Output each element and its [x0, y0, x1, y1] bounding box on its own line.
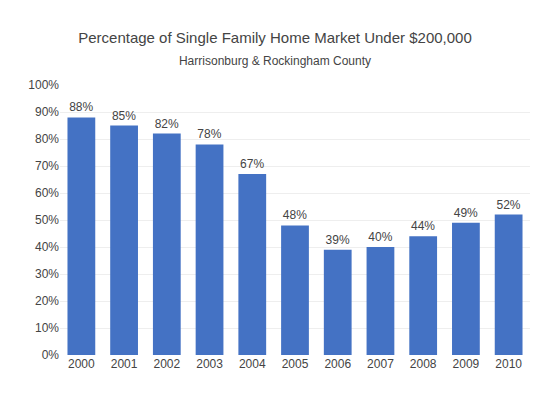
svg-text:2000: 2000 — [68, 357, 95, 371]
svg-text:39%: 39% — [326, 233, 350, 247]
svg-text:2005: 2005 — [282, 357, 309, 371]
svg-text:2001: 2001 — [111, 357, 138, 371]
svg-text:2008: 2008 — [410, 357, 437, 371]
svg-text:40%: 40% — [368, 230, 392, 244]
svg-text:90%: 90% — [35, 105, 59, 119]
svg-text:30%: 30% — [35, 267, 59, 281]
svg-text:85%: 85% — [112, 109, 136, 123]
svg-text:60%: 60% — [35, 186, 59, 200]
svg-text:40%: 40% — [35, 240, 59, 254]
svg-text:2009: 2009 — [453, 357, 480, 371]
svg-text:44%: 44% — [411, 219, 435, 233]
svg-text:67%: 67% — [240, 157, 264, 171]
svg-text:82%: 82% — [155, 117, 179, 131]
svg-text:2006: 2006 — [324, 357, 351, 371]
svg-text:2003: 2003 — [196, 357, 223, 371]
svg-text:50%: 50% — [35, 213, 59, 227]
svg-text:20%: 20% — [35, 294, 59, 308]
svg-text:70%: 70% — [35, 159, 59, 173]
svg-text:2010: 2010 — [495, 357, 522, 371]
svg-text:49%: 49% — [454, 206, 478, 220]
svg-text:0%: 0% — [42, 348, 60, 362]
svg-text:80%: 80% — [35, 132, 59, 146]
svg-text:78%: 78% — [197, 127, 221, 141]
svg-text:2004: 2004 — [239, 357, 266, 371]
svg-text:88%: 88% — [69, 100, 93, 114]
svg-text:52%: 52% — [496, 198, 520, 212]
svg-text:2007: 2007 — [367, 357, 394, 371]
svg-text:Percentage of Single Family Ho: Percentage of Single Family Home Market … — [78, 29, 472, 46]
svg-text:2002: 2002 — [153, 357, 180, 371]
svg-text:10%: 10% — [35, 321, 59, 335]
svg-text:100%: 100% — [28, 78, 59, 92]
svg-text:Harrisonburg & Rockingham Coun: Harrisonburg & Rockingham County — [179, 54, 371, 68]
svg-text:48%: 48% — [283, 208, 307, 222]
